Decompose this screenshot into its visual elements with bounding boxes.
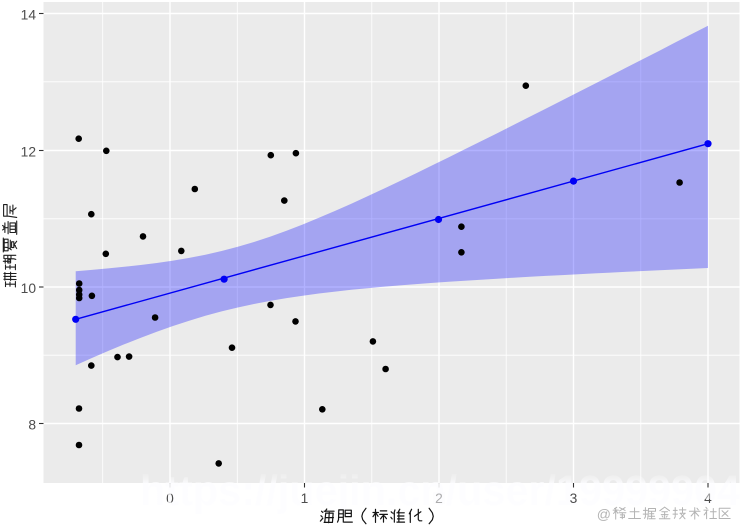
svg-text:@: @ xyxy=(597,506,611,522)
svg-text:1: 1 xyxy=(301,491,309,506)
svg-text:4: 4 xyxy=(704,491,712,506)
svg-text:3: 3 xyxy=(570,491,578,506)
svg-text:8: 8 xyxy=(28,418,36,433)
svg-text:14: 14 xyxy=(21,8,37,23)
svg-text:https://juejin.cn/user/1999990: https://juejin.cn/user/19999904 xyxy=(140,467,740,515)
svg-text:12: 12 xyxy=(21,145,36,160)
svg-text:10: 10 xyxy=(21,281,37,296)
